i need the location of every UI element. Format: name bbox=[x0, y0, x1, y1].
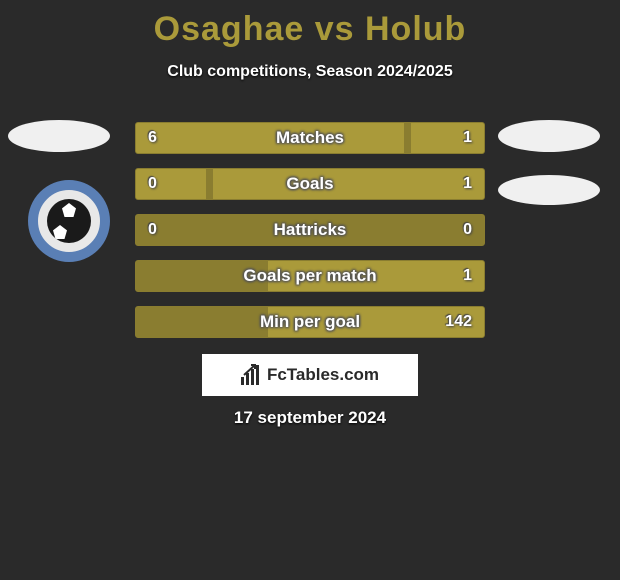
subtitle: Club competitions, Season 2024/2025 bbox=[0, 63, 620, 81]
stat-bar-left bbox=[136, 123, 404, 153]
player-right-badge-2 bbox=[498, 175, 600, 205]
stat-bar-left bbox=[136, 169, 206, 199]
page-title: Osaghae vs Holub bbox=[0, 0, 620, 49]
brand-chart-icon bbox=[241, 365, 261, 385]
brand-text: FcTables.com bbox=[267, 365, 379, 385]
stat-row: 0 0 Hattricks bbox=[135, 214, 485, 246]
stat-value-right: 142 bbox=[445, 313, 472, 331]
branding-box[interactable]: FcTables.com bbox=[202, 354, 418, 396]
date-label: 17 september 2024 bbox=[0, 408, 620, 428]
stat-row: 142 Min per goal bbox=[135, 306, 485, 338]
stat-value-left: 0 bbox=[148, 221, 157, 239]
stat-value-right: 1 bbox=[463, 129, 472, 147]
stat-label: Goals per match bbox=[243, 266, 376, 286]
stat-row: 1 Goals per match bbox=[135, 260, 485, 292]
stat-row: 6 1 Matches bbox=[135, 122, 485, 154]
player-right-badge bbox=[498, 120, 600, 152]
stat-bar-right bbox=[213, 169, 484, 199]
stat-row: 0 1 Goals bbox=[135, 168, 485, 200]
stat-value-right: 1 bbox=[463, 175, 472, 193]
stat-value-left: 0 bbox=[148, 175, 157, 193]
stat-label: Goals bbox=[286, 174, 333, 194]
player-left-badge bbox=[8, 120, 110, 152]
club-logo bbox=[28, 180, 110, 262]
stat-bar-right bbox=[411, 123, 484, 153]
club-logo-ring bbox=[28, 180, 110, 262]
stat-label: Min per goal bbox=[260, 312, 360, 332]
stat-value-right: 1 bbox=[463, 267, 472, 285]
stat-label: Hattricks bbox=[274, 220, 347, 240]
stat-label: Matches bbox=[276, 128, 344, 148]
stat-value-right: 0 bbox=[463, 221, 472, 239]
soccer-ball-icon bbox=[47, 199, 91, 243]
stats-container: 6 1 Matches 0 1 Goals 0 0 Hattricks 1 Goals per ma… bbox=[135, 122, 485, 352]
stat-value-left: 6 bbox=[148, 129, 157, 147]
